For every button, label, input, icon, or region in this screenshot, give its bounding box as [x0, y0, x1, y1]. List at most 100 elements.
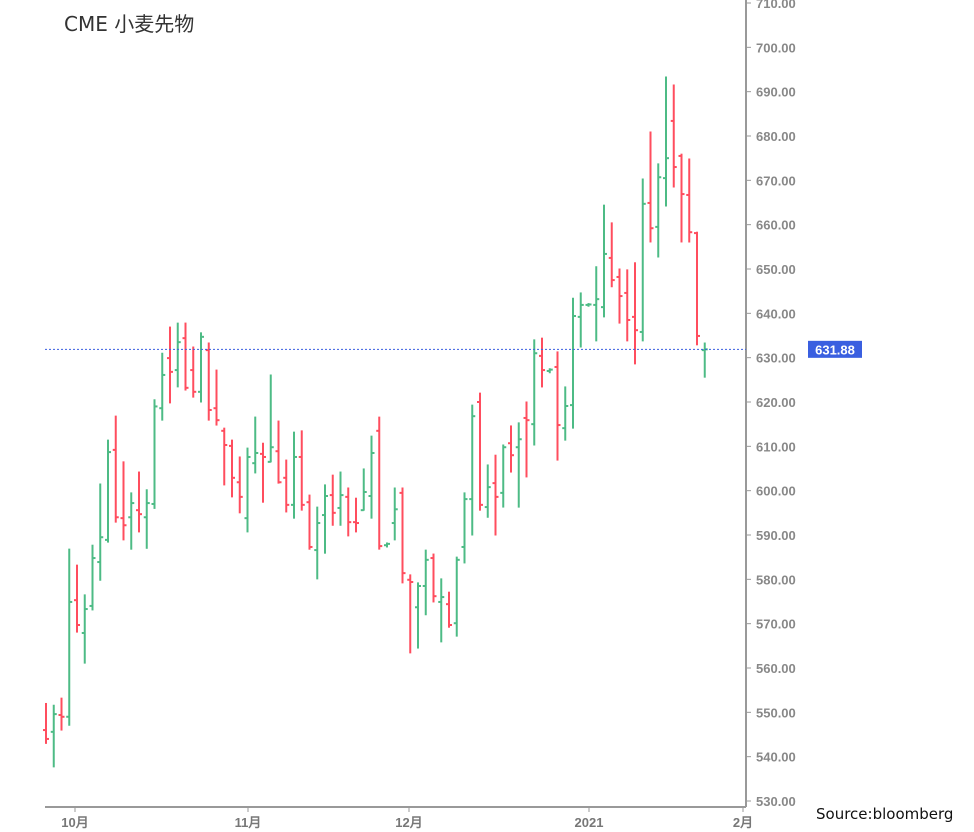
last-price-label: 631.88	[808, 340, 862, 358]
ohlc-bar	[112, 415, 119, 523]
ohlc-bar	[58, 697, 65, 731]
ohlc-bar	[655, 163, 662, 258]
y-tick-label: 700.00	[756, 40, 796, 55]
ohlc-bar	[484, 464, 491, 518]
ohlc-bar	[508, 425, 514, 473]
ohlc-bar	[260, 442, 266, 503]
ohlc-bar	[291, 431, 297, 519]
ohlc-bar	[469, 404, 476, 536]
ohlc-bar	[267, 374, 274, 463]
ohlc-bar	[159, 352, 166, 421]
ohlc-bar	[221, 427, 228, 486]
ohlc-bar	[670, 84, 677, 188]
y-tick-label: 670.00	[756, 173, 796, 188]
ohlc-bar	[554, 351, 561, 461]
ohlc-bar	[345, 487, 352, 537]
y-tick-label: 590.00	[756, 528, 796, 543]
y-tick-label: 620.00	[756, 395, 796, 410]
ohlc-bar	[446, 591, 452, 628]
ohlc-bar	[252, 416, 259, 474]
ohlc-bar	[399, 487, 406, 584]
y-tick-label: 600.00	[756, 484, 796, 499]
ohlc-bar	[105, 439, 111, 543]
y-tick-label: 570.00	[756, 617, 796, 632]
ohlc-bar	[198, 332, 204, 403]
ohlc-bar	[314, 506, 321, 580]
ohlc-bar	[678, 153, 685, 243]
ohlc-bar	[701, 342, 708, 378]
ohlc-bar	[492, 454, 499, 536]
ohlc-bar	[694, 231, 700, 346]
y-tick-label: 650.00	[756, 262, 796, 277]
ohlc-bar	[353, 497, 359, 533]
ohlc-bar	[632, 262, 638, 365]
ohlc-bar	[360, 468, 367, 512]
ohlc-bar	[415, 582, 421, 649]
ohlc-bar	[616, 268, 623, 324]
ohlc-bar	[453, 556, 460, 637]
ohlc-bar	[407, 574, 414, 654]
ohlc-bar	[438, 578, 445, 643]
ohlc-bar	[97, 483, 104, 581]
ohlc-bar	[74, 564, 80, 633]
x-tick-label: 10月	[61, 815, 88, 830]
y-tick-label: 680.00	[756, 129, 796, 144]
ohlc-bar	[66, 548, 73, 726]
x-axis: 10月 11月 12月 2021 2月	[61, 807, 753, 830]
ohlc-bar	[236, 456, 243, 514]
ohlc-bar	[546, 368, 553, 374]
y-tick-label: 540.00	[756, 750, 796, 765]
ohlc-bar	[50, 704, 57, 768]
ohlc-bar	[562, 386, 569, 441]
ohlc-bar	[531, 339, 538, 446]
ohlc-bar	[283, 459, 290, 513]
last-price-box	[808, 340, 862, 358]
y-tick-label: 690.00	[756, 85, 796, 100]
ohlc-bar	[174, 322, 181, 388]
y-tick-label: 560.00	[756, 661, 796, 676]
ohlc-bar	[593, 266, 600, 342]
ohlc-bar	[461, 492, 468, 564]
ohlc-bar	[608, 222, 615, 288]
ohlc-bar	[329, 474, 336, 526]
ohlc-bar	[136, 471, 142, 533]
ohlc-bar	[515, 422, 522, 508]
y-tick-label: 580.00	[756, 572, 796, 587]
y-tick-label: 640.00	[756, 306, 796, 321]
last-price-text: 631.88	[815, 342, 855, 357]
source-note: Source:bloomberg	[816, 805, 954, 823]
chart-title: CME 小麦先物	[64, 12, 195, 36]
ohlc-bar	[430, 553, 437, 603]
ohlc-bar	[337, 471, 344, 526]
ohlc-bar	[306, 494, 313, 550]
ohlc-bar	[89, 544, 96, 611]
ohlc-bar	[376, 416, 383, 550]
ohlc-bar	[120, 461, 127, 541]
y-tick-label: 610.00	[756, 439, 796, 454]
ohlc-bar	[81, 594, 88, 664]
ohlc-bar	[601, 204, 607, 318]
x-tick-label: 12月	[395, 815, 422, 830]
ohlc-bar	[190, 346, 197, 398]
ohlc-bar	[500, 444, 507, 508]
y-tick-label: 550.00	[756, 705, 796, 720]
ohlc-bar	[577, 292, 584, 348]
ohlc-bar	[639, 178, 646, 342]
ohlc-bar	[624, 269, 631, 342]
ohlc-bar	[151, 399, 158, 509]
ohlc-bar	[43, 702, 49, 744]
y-tick-label: 630.00	[756, 351, 796, 366]
y-axis: 530.00 540.00 550.00 560.00 570.00 580.00 590.…	[746, 0, 796, 809]
bars-group	[43, 76, 708, 768]
ohlc-bar	[298, 430, 305, 511]
x-tick-label: 2月	[733, 815, 753, 830]
ohlc-bar	[647, 131, 654, 243]
x-tick-label: 2021	[575, 815, 604, 830]
ohlc-bar	[213, 369, 220, 426]
ohlc-bar	[275, 420, 282, 484]
ohlc-bar	[391, 487, 398, 541]
ohlc-bar	[143, 489, 150, 549]
ohlc-bar	[205, 342, 212, 421]
ohlc-bar	[167, 326, 173, 404]
